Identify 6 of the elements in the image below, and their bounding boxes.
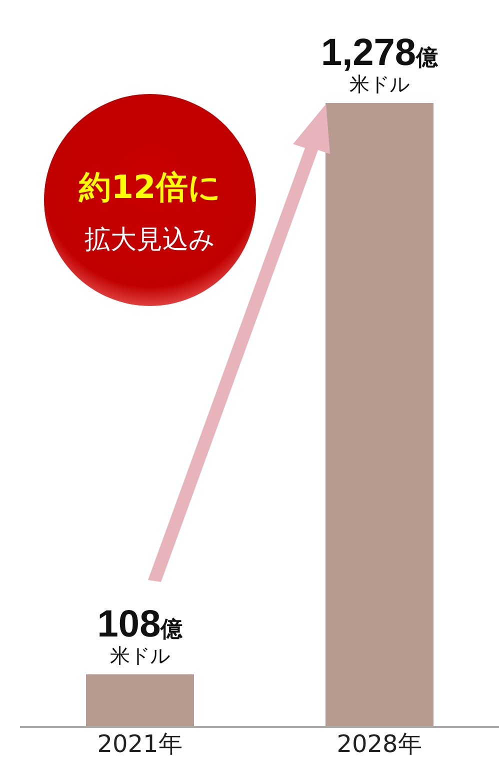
x-tick-label: 2028年 — [336, 730, 422, 758]
x-tick-label: 2021年 — [97, 730, 182, 758]
data-label: 108億米ドル — [97, 603, 184, 668]
annotation: 約12倍に — [78, 168, 221, 206]
data-label: 1,278億米ドル — [320, 32, 440, 96]
annotation: 拡大見込み — [84, 225, 216, 255]
